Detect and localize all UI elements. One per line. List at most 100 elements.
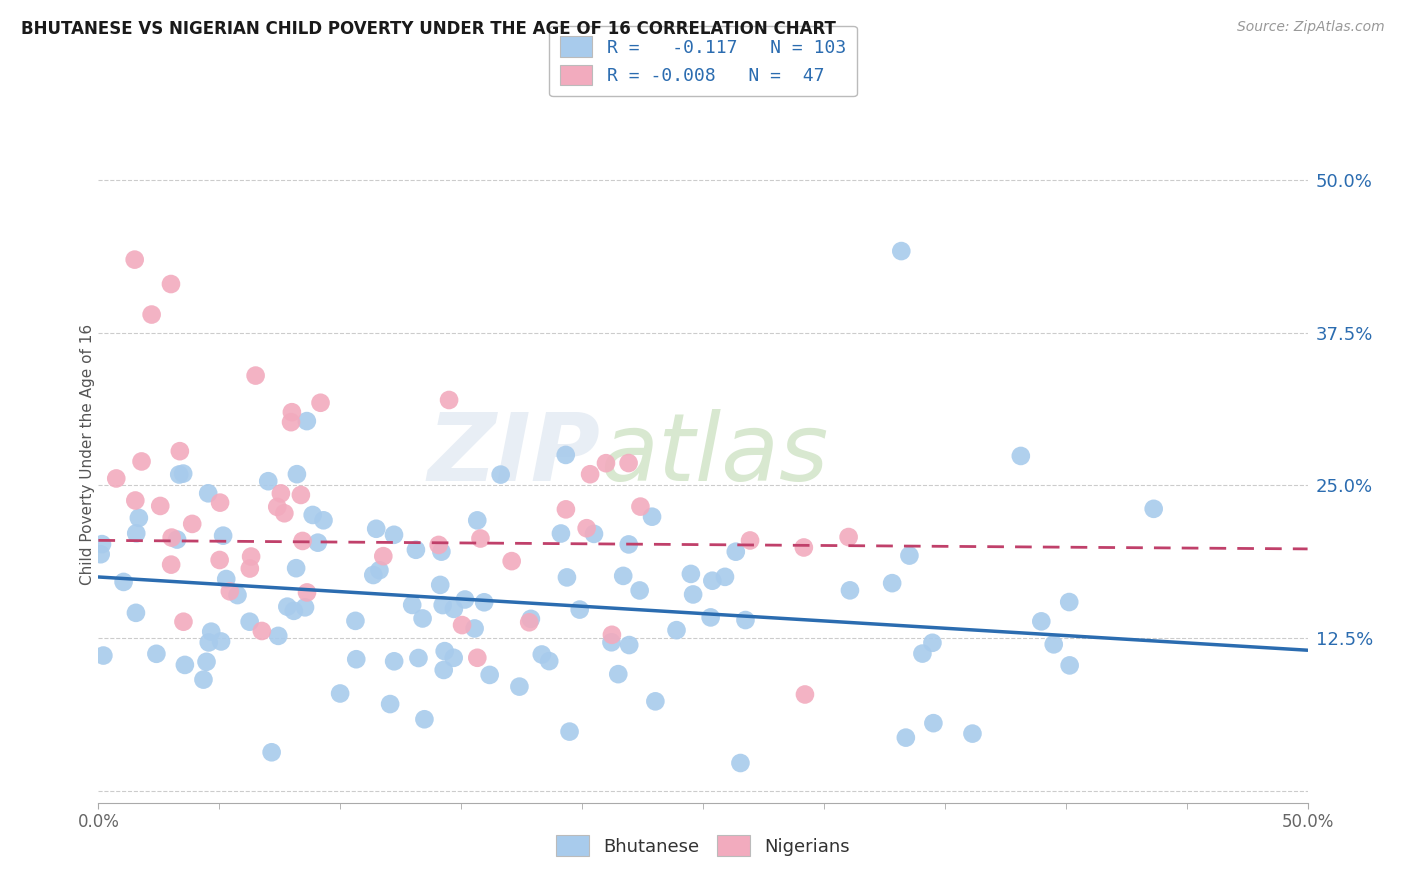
Point — [382, 654, 405, 668]
Point — [429, 578, 451, 592]
Point — [443, 602, 465, 616]
Point — [890, 244, 912, 258]
Point — [619, 638, 641, 652]
Point — [212, 529, 235, 543]
Point — [378, 697, 401, 711]
Point — [240, 549, 263, 564]
Point — [124, 493, 146, 508]
Point — [301, 508, 323, 522]
Point — [173, 657, 195, 672]
Point — [283, 604, 305, 618]
Point — [641, 509, 664, 524]
Point — [239, 561, 262, 575]
Point — [1059, 658, 1081, 673]
Point — [794, 688, 817, 702]
Point — [702, 574, 724, 588]
Point — [91, 537, 114, 551]
Point — [169, 444, 191, 458]
Point — [628, 583, 651, 598]
Point — [730, 756, 752, 770]
Point — [427, 538, 450, 552]
Point — [454, 592, 477, 607]
Point — [405, 542, 427, 557]
Point — [112, 574, 135, 589]
Point — [145, 647, 167, 661]
Point — [911, 647, 934, 661]
Point — [433, 663, 456, 677]
Point — [600, 635, 623, 649]
Point — [361, 568, 384, 582]
Point — [260, 745, 283, 759]
Point — [612, 569, 634, 583]
Point — [451, 618, 474, 632]
Point — [291, 533, 314, 548]
Point — [558, 724, 581, 739]
Point — [517, 615, 540, 630]
Point — [682, 587, 704, 601]
Point — [962, 726, 984, 740]
Point — [285, 467, 308, 482]
Point — [1010, 449, 1032, 463]
Point — [665, 623, 688, 637]
Point — [470, 532, 492, 546]
Point — [412, 611, 434, 625]
Point — [160, 531, 183, 545]
Point — [508, 680, 530, 694]
Point — [344, 614, 367, 628]
Point — [141, 308, 163, 322]
Point — [382, 528, 405, 542]
Point — [582, 527, 605, 541]
Point — [208, 553, 231, 567]
Point — [408, 651, 430, 665]
Point — [125, 526, 148, 541]
Point — [617, 456, 640, 470]
Point — [193, 673, 215, 687]
Legend: Bhutanese, Nigerians: Bhutanese, Nigerians — [548, 828, 858, 863]
Point — [465, 513, 488, 527]
Point — [575, 521, 598, 535]
Point — [373, 549, 395, 564]
Point — [554, 448, 576, 462]
Point — [714, 570, 737, 584]
Point — [520, 612, 543, 626]
Point — [307, 535, 329, 549]
Point — [125, 606, 148, 620]
Point — [555, 570, 578, 584]
Point — [215, 572, 238, 586]
Point — [437, 392, 460, 407]
Point — [329, 686, 352, 700]
Point — [839, 583, 862, 598]
Point — [679, 566, 702, 581]
Point — [443, 650, 465, 665]
Text: BHUTANESE VS NIGERIAN CHILD POVERTY UNDER THE AGE OF 16 CORRELATION CHART: BHUTANESE VS NIGERIAN CHILD POVERTY UNDE… — [21, 20, 837, 37]
Point — [273, 506, 295, 520]
Point — [793, 541, 815, 555]
Point — [172, 615, 194, 629]
Point — [898, 549, 921, 563]
Point — [734, 613, 756, 627]
Point — [309, 396, 332, 410]
Point — [538, 654, 561, 668]
Point — [290, 488, 312, 502]
Point — [464, 622, 486, 636]
Point — [630, 500, 652, 514]
Point — [131, 454, 153, 468]
Point — [280, 415, 302, 429]
Point — [218, 584, 240, 599]
Point — [838, 530, 860, 544]
Point — [124, 252, 146, 267]
Text: Source: ZipAtlas.com: Source: ZipAtlas.com — [1237, 20, 1385, 34]
Point — [181, 516, 204, 531]
Point — [472, 595, 495, 609]
Point — [465, 650, 488, 665]
Point — [433, 644, 456, 658]
Point — [209, 495, 232, 509]
Point — [257, 474, 280, 488]
Point — [644, 694, 666, 708]
Point — [489, 467, 512, 482]
Point — [167, 467, 190, 482]
Point — [149, 499, 172, 513]
Point — [105, 471, 128, 485]
Point — [724, 544, 747, 558]
Point — [922, 716, 945, 731]
